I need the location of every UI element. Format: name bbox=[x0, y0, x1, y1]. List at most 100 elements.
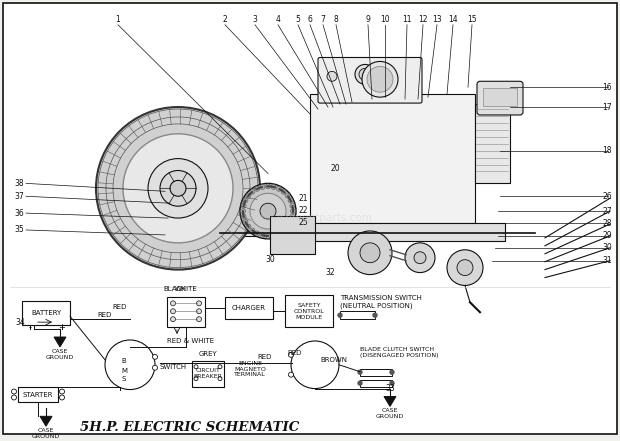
Circle shape bbox=[260, 184, 265, 190]
Text: 16: 16 bbox=[603, 83, 612, 92]
Text: STARTER: STARTER bbox=[23, 392, 53, 397]
Text: 13: 13 bbox=[432, 15, 442, 24]
Text: 14: 14 bbox=[448, 15, 458, 24]
Polygon shape bbox=[384, 396, 396, 407]
Text: RED: RED bbox=[288, 350, 302, 356]
Bar bbox=[167, 297, 205, 327]
Text: 29: 29 bbox=[603, 232, 612, 240]
Circle shape bbox=[362, 61, 398, 97]
Circle shape bbox=[271, 233, 276, 238]
Bar bbox=[22, 301, 70, 325]
Text: CIRCUIT
BREAKER: CIRCUIT BREAKER bbox=[193, 368, 223, 379]
Circle shape bbox=[414, 252, 426, 264]
Text: 1: 1 bbox=[115, 15, 120, 24]
Text: SWITCH: SWITCH bbox=[159, 364, 186, 370]
Text: 3: 3 bbox=[252, 15, 257, 24]
Text: 22: 22 bbox=[298, 206, 308, 215]
Circle shape bbox=[288, 220, 293, 224]
Bar bbox=[280, 223, 505, 241]
Bar bbox=[192, 361, 224, 387]
Circle shape bbox=[197, 301, 202, 306]
Circle shape bbox=[447, 250, 483, 285]
Circle shape bbox=[250, 193, 286, 229]
Text: 35: 35 bbox=[14, 225, 24, 235]
Text: TRANSMISSION SWITCH
(NEUTRAL POSITION): TRANSMISSION SWITCH (NEUTRAL POSITION) bbox=[340, 295, 422, 309]
Bar bbox=[225, 297, 273, 319]
Bar bbox=[18, 387, 58, 403]
Circle shape bbox=[194, 365, 198, 369]
Bar bbox=[475, 104, 510, 183]
Circle shape bbox=[260, 203, 276, 219]
Text: ENGINE
MAGNETO
TERMINAL: ENGINE MAGNETO TERMINAL bbox=[234, 361, 266, 377]
FancyBboxPatch shape bbox=[318, 57, 422, 103]
Circle shape bbox=[243, 220, 248, 224]
Text: 5: 5 bbox=[296, 15, 301, 24]
Circle shape bbox=[12, 395, 17, 400]
Circle shape bbox=[367, 67, 393, 92]
Text: 36: 36 bbox=[14, 209, 24, 217]
Circle shape bbox=[358, 370, 362, 374]
Text: WHITE: WHITE bbox=[175, 286, 197, 292]
Circle shape bbox=[255, 187, 260, 191]
Circle shape bbox=[290, 203, 295, 208]
Bar bbox=[210, 226, 285, 236]
Text: CASE
GROUND: CASE GROUND bbox=[46, 349, 74, 360]
Text: 21: 21 bbox=[298, 194, 308, 203]
Text: CASE
GROUND: CASE GROUND bbox=[376, 408, 404, 419]
Circle shape bbox=[60, 395, 64, 400]
Circle shape bbox=[243, 198, 248, 203]
Bar bbox=[360, 369, 392, 376]
Circle shape bbox=[260, 233, 265, 238]
Text: 26: 26 bbox=[603, 192, 612, 201]
Circle shape bbox=[291, 341, 339, 389]
Circle shape bbox=[285, 193, 290, 198]
Bar bbox=[340, 311, 375, 319]
Circle shape bbox=[265, 184, 270, 189]
Text: RED: RED bbox=[113, 304, 127, 310]
Text: 32: 32 bbox=[325, 268, 335, 277]
Circle shape bbox=[246, 224, 251, 229]
Text: 38: 38 bbox=[14, 179, 24, 188]
Circle shape bbox=[246, 193, 251, 198]
Bar bbox=[270, 216, 315, 254]
Circle shape bbox=[153, 365, 157, 370]
Text: -: - bbox=[29, 323, 32, 332]
Circle shape bbox=[241, 214, 246, 219]
Text: B: B bbox=[122, 358, 126, 364]
Bar bbox=[483, 88, 517, 106]
Circle shape bbox=[405, 243, 435, 273]
Circle shape bbox=[291, 209, 296, 213]
Circle shape bbox=[390, 370, 394, 374]
Text: RED: RED bbox=[258, 354, 272, 360]
Circle shape bbox=[123, 134, 233, 243]
Circle shape bbox=[265, 233, 270, 239]
Circle shape bbox=[390, 381, 394, 385]
Circle shape bbox=[285, 224, 290, 229]
Polygon shape bbox=[54, 337, 66, 347]
Text: 5H.P. ELECTRIC SCHEMATIC: 5H.P. ELECTRIC SCHEMATIC bbox=[81, 421, 299, 434]
Text: S: S bbox=[122, 376, 126, 381]
Circle shape bbox=[360, 243, 380, 263]
Text: RED: RED bbox=[98, 312, 112, 318]
Text: 18: 18 bbox=[603, 146, 612, 155]
Circle shape bbox=[105, 340, 155, 389]
Text: 10: 10 bbox=[380, 15, 390, 24]
Text: 28: 28 bbox=[603, 219, 612, 228]
Circle shape bbox=[218, 365, 222, 369]
Circle shape bbox=[218, 377, 222, 381]
Text: +: + bbox=[58, 323, 66, 332]
Bar bbox=[310, 94, 475, 223]
Circle shape bbox=[277, 231, 281, 236]
Circle shape bbox=[241, 209, 246, 213]
Circle shape bbox=[281, 228, 286, 233]
Circle shape bbox=[170, 180, 186, 196]
Text: 12: 12 bbox=[418, 15, 428, 24]
Circle shape bbox=[197, 317, 202, 321]
Circle shape bbox=[240, 183, 296, 239]
Text: 6: 6 bbox=[308, 15, 312, 24]
Circle shape bbox=[170, 301, 175, 306]
Text: SAFETY
CONTROL
MODULE: SAFETY CONTROL MODULE bbox=[294, 303, 324, 320]
Text: 20: 20 bbox=[330, 164, 340, 173]
Text: BROWN: BROWN bbox=[320, 357, 347, 363]
Circle shape bbox=[170, 317, 175, 321]
